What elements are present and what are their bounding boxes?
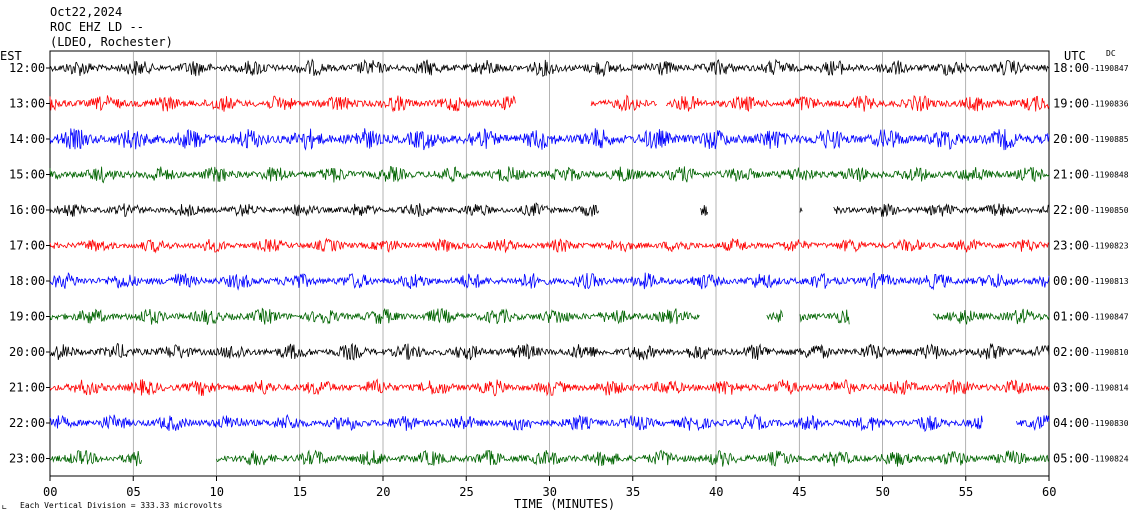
x-axis-title: TIME (MINUTES) [514,497,615,511]
trace-1500 [49,166,1050,184]
right-hour-label: 03:00 [1053,381,1089,395]
footer-icon: ∟ [2,503,7,512]
right-hour-label: 02:00 [1053,345,1089,359]
trace-2000 [49,342,1050,361]
trace-2300 [49,449,1050,467]
dc-offset-label: -1190885 [1090,135,1129,144]
dc-label: DC [1106,49,1116,58]
x-tick-label-15: 15 [293,485,307,499]
left-hour-label: 15:00 [9,168,45,182]
left-hour-label: 16:00 [9,203,45,217]
x-tick-label-45: 45 [792,485,806,499]
right-hour-label: 00:00 [1053,274,1089,288]
right-hour-label: 04:00 [1053,416,1089,430]
x-tick-label-50: 50 [876,485,890,499]
right-hour-label: 01:00 [1053,310,1089,324]
x-tick-label-60: 60 [1042,485,1056,499]
left-hour-label: 21:00 [9,381,45,395]
left-hour-label: 12:00 [9,61,45,75]
left-hour-label: 13:00 [9,97,45,111]
x-tick-label-25: 25 [459,485,473,499]
right-hour-label: 20:00 [1053,132,1089,146]
dc-offset-label: -1190810 [1090,348,1129,357]
dc-offset-label: -1190836 [1090,100,1129,109]
left-hour-label: 22:00 [9,416,45,430]
date-label: Oct22,2024 [50,5,122,19]
x-tick-label-10: 10 [210,485,224,499]
right-hour-label: 05:00 [1053,452,1089,466]
left-hour-label: 20:00 [9,345,45,359]
x-tick-label-55: 55 [959,485,973,499]
left-zone-label: EST [0,49,22,63]
trace-2100 [49,378,1050,397]
trace-2200 [49,413,1050,433]
network-label: (LDEO, Rochester) [50,35,173,49]
dc-offset-label: -1190824 [1090,455,1129,464]
x-tick-label-05: 05 [126,485,140,499]
dc-offset-label: -1190813 [1090,277,1129,286]
trace-group [49,58,1050,467]
x-tick-label-30: 30 [543,485,557,499]
left-hour-label: 18:00 [9,274,45,288]
left-hour-label: 19:00 [9,310,45,324]
right-zone-label: UTC [1064,49,1086,63]
x-tick-label-35: 35 [626,485,640,499]
left-hour-label: 14:00 [9,132,45,146]
right-hour-label: 21:00 [1053,168,1089,182]
footer-scale: Each Vertical Division = 333.33 microvol… [20,501,222,510]
x-tick-label-40: 40 [709,485,723,499]
station-label: ROC EHZ LD -- [50,20,144,34]
trace-1400 [49,128,1050,151]
trace-1800 [49,272,1050,291]
dc-offset-label: -1190830 [1090,419,1129,428]
right-hour-label: 19:00 [1053,97,1089,111]
left-hour-label: 23:00 [9,452,45,466]
dc-offset-label: -1190847 [1090,313,1129,322]
dc-offset-label: -1190848 [1090,171,1129,180]
x-tick-label-20: 20 [376,485,390,499]
dc-offset-label: -1190850 [1090,206,1129,215]
dc-offset-label: -1190847 [1090,64,1129,73]
x-tick-label-00: 00 [43,485,57,499]
left-hour-label: 17:00 [9,239,45,253]
trace-1300 [49,94,1050,113]
trace-1900 [49,307,1050,325]
grid-lines [132,51,967,476]
right-hour-label: 22:00 [1053,203,1089,217]
x-tick-labels: 00 05 10 15 20 25 30 35 40 45 50 55 60 [43,476,1056,499]
dc-offset-label: -1190814 [1090,384,1129,393]
trace-1600 [49,202,1050,217]
trace-1200 [49,58,1050,78]
trace-1700 [49,237,1050,254]
right-hour-label: 23:00 [1053,239,1089,253]
left-hour-labels: 12:00 13:00 14:00 15:00 16:00 17:00 18:00 19:00… [9,61,50,466]
right-hour-label: 18:00 [1053,61,1089,75]
dc-offset-label: -1190823 [1090,242,1129,251]
